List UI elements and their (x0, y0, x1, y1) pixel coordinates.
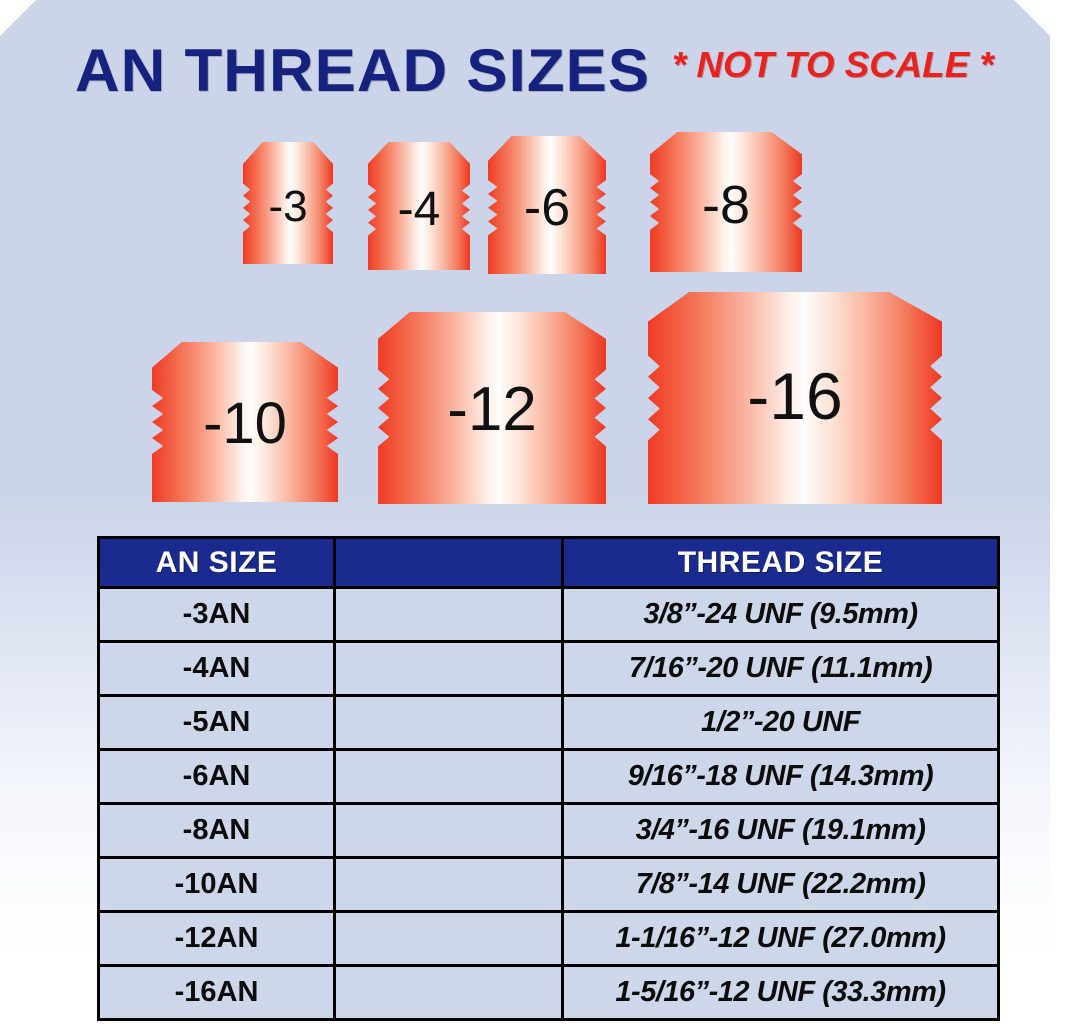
table-row: -5AN 1/2”-20 UNF (97, 694, 1000, 751)
fitting-label: -6 (523, 179, 571, 237)
table-row: -3AN 3/8”-24 UNF (9.5mm) (97, 586, 1000, 643)
cell-blank (333, 586, 564, 643)
fitting-label: -8 (701, 175, 750, 235)
fitting-label: -4 (397, 183, 441, 236)
table-row: -4AN 7/16”-20 UNF (11.1mm) (97, 640, 1000, 697)
table-row: -12AN 1-1/16”-12 UNF (27.0mm) (97, 910, 1000, 967)
cell-an-size: -10AN (97, 856, 336, 913)
fitting-graphic--3: -3 (243, 142, 333, 264)
table-row: -6AN 9/16”-18 UNF (14.3mm) (97, 748, 1000, 805)
fitting-label: -10 (203, 391, 287, 456)
table-header-row: AN SIZE THREAD SIZE (97, 536, 1000, 589)
cell-blank (333, 856, 564, 913)
fitting-label: -12 (447, 375, 537, 444)
column-header-thread-size: THREAD SIZE (561, 536, 1000, 589)
fitting-graphic--8: -8 (650, 132, 802, 272)
column-header-an-size: AN SIZE (97, 536, 336, 589)
table-row: -16AN 1-5/16”-12 UNF (33.3mm) (97, 964, 1000, 1021)
fitting-graphic--6: -6 (488, 136, 606, 274)
fitting-graphic--4: -4 (368, 142, 470, 270)
table-row: -10AN 7/8”-14 UNF (22.2mm) (97, 856, 1000, 913)
table-row: -8AN 3/4”-16 UNF (19.1mm) (97, 802, 1000, 859)
cell-blank (333, 964, 564, 1021)
cell-thread-size: 3/4”-16 UNF (19.1mm) (561, 802, 1000, 859)
cell-an-size: -5AN (97, 694, 336, 751)
cell-thread-size: 9/16”-18 UNF (14.3mm) (561, 748, 1000, 805)
cell-thread-size: 7/8”-14 UNF (22.2mm) (561, 856, 1000, 913)
cell-an-size: -3AN (97, 586, 336, 643)
fitting-label: -16 (747, 359, 843, 433)
cell-an-size: -4AN (97, 640, 336, 697)
page-title: AN THREAD SIZES (75, 37, 651, 104)
cell-blank (333, 748, 564, 805)
cell-an-size: -12AN (97, 910, 336, 967)
fitting-label: -3 (268, 182, 308, 231)
cell-blank (333, 694, 564, 751)
thread-size-table: AN SIZE THREAD SIZE -3AN 3/8”-24 UNF (9.5… (97, 536, 1000, 1021)
cell-blank (333, 640, 564, 697)
table-body: -3AN 3/8”-24 UNF (9.5mm) -4AN 7/16”-20 UNF … (97, 586, 1000, 1021)
cell-blank (333, 910, 564, 967)
cell-an-size: -6AN (97, 748, 336, 805)
fitting-graphic--16: -16 (648, 292, 942, 504)
cell-thread-size: 3/8”-24 UNF (9.5mm) (561, 586, 1000, 643)
cell-an-size: -8AN (97, 802, 336, 859)
cell-thread-size: 1-1/16”-12 UNF (27.0mm) (561, 910, 1000, 967)
fitting-graphic--10: -10 (152, 342, 338, 502)
cell-an-size: -16AN (97, 964, 336, 1021)
fitting-graphic--12: -12 (378, 312, 606, 504)
cell-blank (333, 802, 564, 859)
not-to-scale-note: * NOT TO SCALE * (672, 44, 994, 85)
cell-thread-size: 1-5/16”-12 UNF (33.3mm) (561, 964, 1000, 1021)
cell-thread-size: 1/2”-20 UNF (561, 694, 1000, 751)
cell-thread-size: 7/16”-20 UNF (11.1mm) (561, 640, 1000, 697)
column-header-blank (333, 536, 564, 589)
